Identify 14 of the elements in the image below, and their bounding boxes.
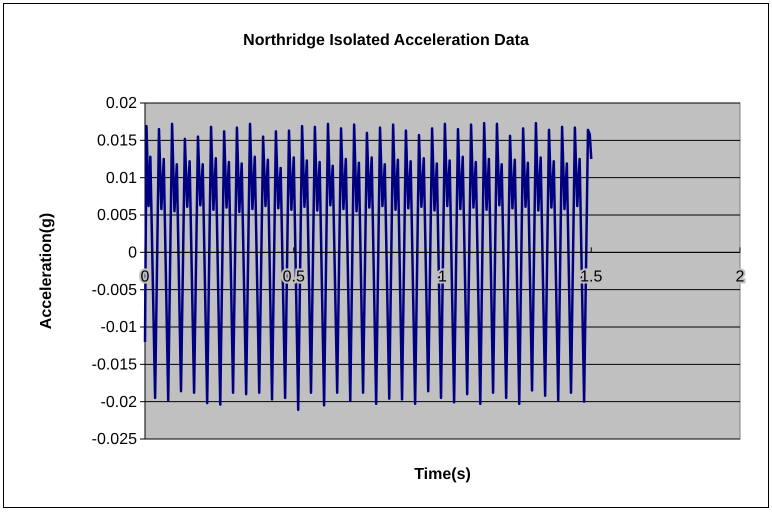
y-tick-label: 0.005 — [96, 207, 138, 224]
y-tick-label: 0 — [128, 244, 138, 262]
y-tick-label: 0.015 — [96, 132, 138, 150]
y-tick-label: -0.005 — [92, 282, 138, 299]
y-tick-label: -0.01 — [100, 319, 138, 336]
y-tick-label: -0.02 — [100, 394, 138, 411]
chart-title: Northridge Isolated Acceleration Data — [243, 32, 529, 49]
x-axis-title: Time(s) — [414, 466, 471, 483]
y-tick-label: -0.015 — [92, 356, 138, 374]
x-tick-label: 2 — [736, 268, 745, 286]
y-tick-label: 0.02 — [106, 95, 138, 112]
y-tick-label: -0.025 — [92, 431, 138, 448]
y-axis-title: Acceleration(g) — [38, 212, 55, 330]
y-tick-label: 0.01 — [106, 170, 138, 187]
